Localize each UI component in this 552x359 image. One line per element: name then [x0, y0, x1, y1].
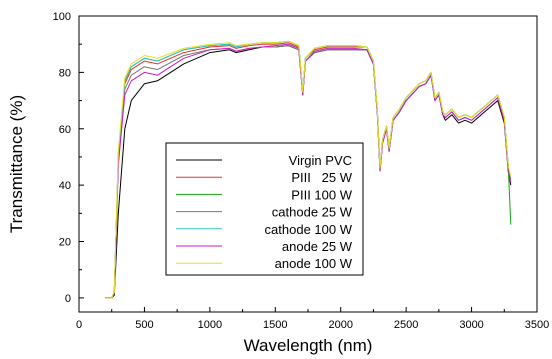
x-tick-label: 3500: [525, 319, 549, 331]
legend: Virgin PVC PIII 25 W PIII 100 W cathode 25 …: [165, 142, 364, 276]
x-tick-label: 2000: [328, 319, 352, 331]
y-tick-label: 80: [59, 67, 71, 79]
legend-label-4: cathode 25 W: [272, 205, 353, 220]
x-tick-label: 500: [135, 319, 153, 331]
x-tick-label: 1500: [263, 319, 287, 331]
y-tick-label: 60: [59, 124, 71, 136]
x-tick-label: 0: [76, 319, 82, 331]
legend-label-2: PIII 25 W: [291, 170, 352, 185]
y-tick-label: 40: [59, 180, 71, 192]
ticks-layer: 0 500 1000 1500 2000 2500 3000 3500 0 20 40 60 80 100: [53, 11, 550, 331]
legend-box: [165, 142, 364, 276]
series-line-7: [105, 40, 512, 299]
y-tick-label: 0: [65, 293, 71, 305]
x-tick-label: 1000: [198, 319, 222, 331]
y-tick-label: 100: [53, 11, 71, 23]
legend-label-7: anode 100 W: [275, 256, 353, 271]
y-tick-label: 20: [59, 237, 71, 249]
legend-label-1: Virgin PVC: [289, 153, 352, 168]
series-layer: [105, 40, 512, 299]
legend-label-6: anode 25 W: [282, 239, 353, 254]
x-axis-title: Wavelength (nm): [244, 336, 373, 355]
legend-label-3: PIII 100 W: [291, 187, 352, 202]
x-tick-label: 3000: [459, 319, 483, 331]
legend-label-5: cathode 100 W: [265, 222, 353, 237]
x-tick-label: 2500: [394, 319, 418, 331]
y-axis-title: Transmittance (%): [7, 95, 26, 233]
